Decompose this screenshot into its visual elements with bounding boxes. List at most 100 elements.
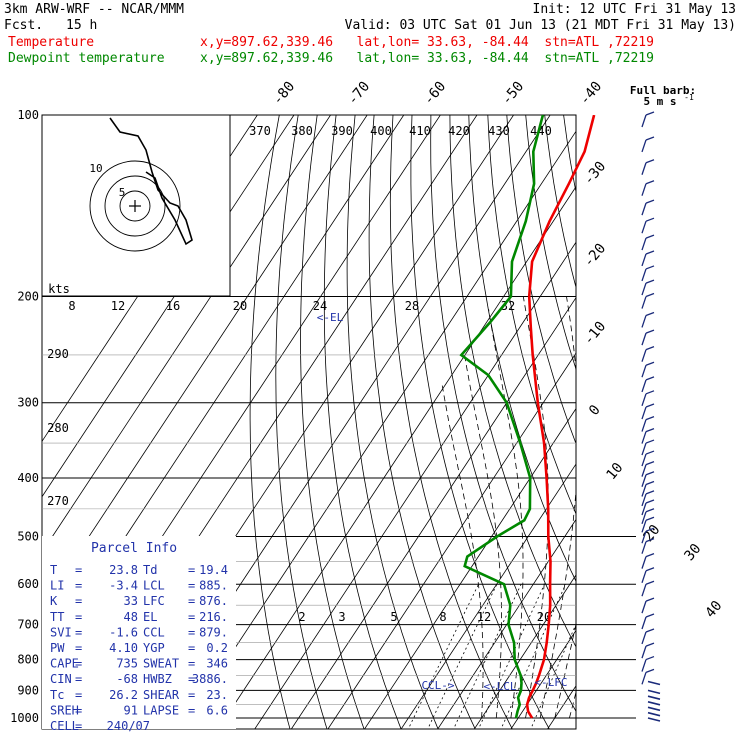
wind-barb: [641, 541, 647, 554]
parcel-equals: =: [75, 688, 82, 702]
wind-barb: [641, 332, 647, 346]
wind-barb: [647, 695, 661, 700]
wind-barb: [641, 365, 647, 378]
parcel-equals: =: [188, 610, 195, 624]
wind-barb: [641, 645, 647, 659]
parcel-equals: =: [188, 641, 195, 655]
parcel-label: LI: [50, 579, 64, 593]
wind-barb: [641, 659, 647, 672]
hodograph-ring: [119, 190, 151, 222]
wind-barb: [647, 701, 661, 706]
hodograph-trace: [109, 117, 193, 246]
wind-barb: [641, 584, 647, 597]
mixing-ratio-label: 2: [298, 610, 305, 624]
parcel-equals: =: [188, 657, 195, 671]
wind-barb: [641, 220, 647, 234]
parcel-info-title: Parcel Info: [91, 541, 177, 556]
parcel-equals: =: [75, 672, 82, 686]
wind-key-unit: 5 m s: [643, 95, 676, 108]
dry-adiabat-line: [368, 115, 476, 729]
speed-tick-label: 12: [111, 299, 125, 313]
theta-label: 280: [47, 421, 69, 435]
parcel-value: 6.6: [206, 703, 228, 717]
dry-adiabat-line: [602, 115, 740, 731]
dry-adiabat-line: [563, 115, 576, 194]
wind-barb: [641, 631, 647, 645]
isotherm-line: [400, 463, 576, 729]
isotherm-line: [510, 629, 576, 729]
wind-barb: [645, 376, 655, 381]
wind-barb: [641, 672, 647, 685]
wind-barb: [641, 556, 647, 569]
theta-label: 380: [291, 124, 313, 138]
dry-adiabat-line: [300, 115, 365, 729]
wind-barb: [645, 180, 655, 185]
parcel-equals: =: [188, 703, 195, 717]
parcel-value: 0.2: [206, 641, 228, 655]
legend-dewpoint-name: Dewpoint temperature: [8, 51, 165, 66]
temperature-tick-label: -20: [581, 241, 610, 271]
wind-barb: [645, 346, 655, 351]
hodograph-ring: [89, 160, 181, 252]
theta-label: 390: [331, 124, 353, 138]
parcel-label: YGP: [143, 641, 165, 655]
wind-key-exponent: -1: [684, 93, 694, 102]
isotherm-line: [583, 102, 740, 731]
parcel-value: 33: [124, 594, 138, 608]
wind-barb: [647, 706, 661, 712]
parcel-equals: =: [75, 703, 82, 717]
parcel-label: CCL: [143, 625, 165, 639]
parcel-equals: =: [75, 594, 82, 608]
wind-barb: [645, 329, 655, 334]
parcel-label: TT: [50, 610, 64, 624]
wind-barb: [645, 279, 655, 284]
mixing-ratio-label: 12: [477, 610, 491, 624]
wind-barb: [645, 199, 655, 204]
wind-barb: [645, 471, 655, 476]
temperature-tick-label: 10: [603, 460, 626, 483]
temperature-tick-label: 40: [702, 598, 725, 621]
wind-barb: [645, 403, 655, 408]
wind-barb: [647, 689, 661, 695]
dry-adiabat-line: [640, 115, 740, 731]
pressure-tick-label: 700: [17, 618, 39, 632]
speed-tick-label: 8: [68, 299, 75, 313]
isotherm-line: [42, 115, 368, 609]
wind-barb: [641, 419, 647, 432]
dry-adiabat-line: [323, 115, 402, 729]
moist-adiabat-line: [464, 354, 502, 719]
isotherm-line: [620, 102, 740, 731]
wind-barb: [645, 527, 655, 532]
parcel-value: -1.6: [109, 625, 138, 639]
temperature-tick-label: -70: [345, 79, 374, 109]
wind-barb: [641, 114, 647, 128]
parcel-equals: =: [188, 625, 195, 639]
wind-barb: [645, 567, 655, 572]
dry-adiabat-line: [506, 115, 576, 445]
isotherm-line: [473, 574, 576, 729]
parcel-value: 240/07: [107, 719, 150, 733]
mixing-ratio-label: 8: [439, 610, 446, 624]
wind-barb: [645, 217, 655, 222]
mixing-ratio-label: 20: [537, 610, 551, 624]
forecast-hour: 15 h: [66, 18, 98, 33]
parcel-equals: =: [188, 672, 195, 686]
parcel-label: SWEAT: [143, 657, 179, 671]
temperature-tick-label: -30: [581, 159, 610, 189]
dry-adiabat-line: [583, 115, 740, 731]
parcel-value: 346: [206, 657, 228, 671]
isotherm-line: [42, 115, 332, 553]
speed-unit-label: kts: [48, 282, 70, 296]
parcel-label: T: [50, 563, 57, 577]
legend-temperature-name: Temperature: [8, 35, 95, 50]
wind-barb: [641, 453, 647, 467]
dewpoint-trace: [459, 115, 545, 719]
temperature-tick-label: -80: [270, 79, 299, 109]
dry-adiabat-line: [715, 115, 740, 731]
wind-barb: [647, 717, 661, 722]
wind-barb: [641, 442, 647, 456]
wind-barb: [641, 253, 647, 267]
parcel-value: 885.: [199, 579, 228, 593]
wind-barb: [641, 139, 647, 153]
theta-label: 410: [409, 124, 431, 138]
